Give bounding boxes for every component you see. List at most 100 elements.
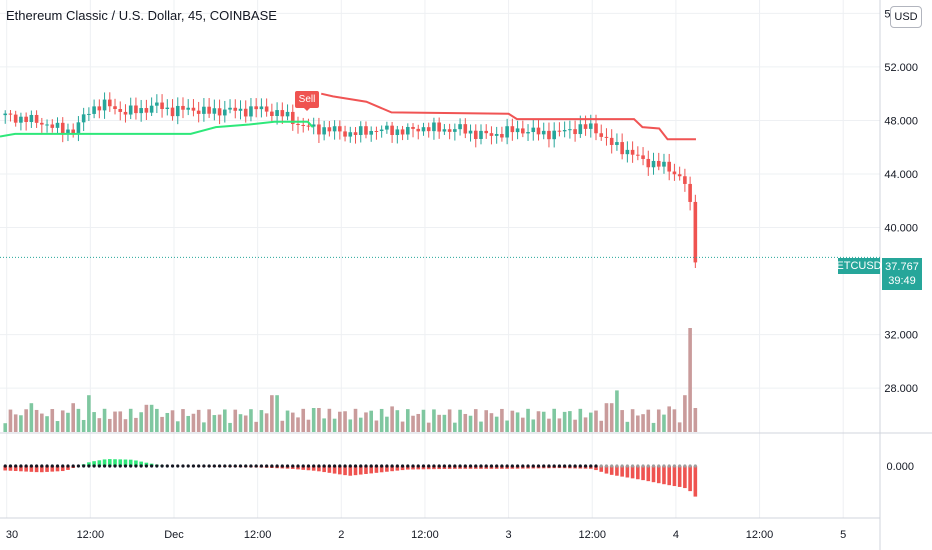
zero-cross-dot: [285, 464, 290, 468]
candle-body: [238, 108, 243, 111]
zero-cross-dot: [76, 464, 81, 468]
volume-bar: [588, 412, 593, 432]
volume-bar: [693, 408, 698, 432]
oscillator-bar: [405, 466, 410, 470]
y-tick-label: 44.000: [884, 169, 918, 181]
zero-cross-dot: [71, 464, 75, 468]
volume-bar: [66, 412, 70, 432]
volume-bar: [609, 403, 614, 432]
candle-body: [212, 108, 217, 114]
candle-body: [170, 107, 175, 117]
candle-body: [521, 128, 525, 134]
zero-cross-dot: [678, 464, 682, 468]
oscillator-bar: [311, 466, 316, 471]
volume-bar: [405, 409, 410, 432]
y-tick-label: 28.000: [884, 383, 918, 395]
candle-body: [547, 130, 551, 140]
x-tick-label: 4: [673, 529, 679, 541]
volume-bar: [437, 414, 441, 432]
volume-bar: [615, 390, 619, 432]
oscillator-bar: [55, 466, 60, 472]
volume-bar: [489, 413, 494, 432]
candle-body: [390, 125, 394, 135]
x-tick-label: 2: [338, 529, 344, 541]
candle-body: [107, 99, 112, 107]
volume-bar: [186, 415, 191, 432]
x-tick-label: 12:00: [411, 529, 439, 541]
volume-bar: [3, 423, 8, 432]
volume-bar: [500, 408, 504, 432]
volume-bar: [233, 409, 238, 432]
candle-body: [578, 124, 583, 135]
candle-body: [40, 122, 44, 125]
oscillator-bar: [594, 466, 598, 471]
zero-cross-dot: [108, 464, 112, 468]
volume-bar: [306, 419, 311, 432]
volume-bar: [662, 414, 666, 432]
zero-cross-dot: [165, 464, 169, 468]
volume-bar: [24, 409, 28, 432]
candle-body: [66, 129, 70, 134]
volume-bar: [128, 408, 133, 432]
volume-bar: [594, 410, 598, 432]
candle-body: [249, 106, 253, 117]
oscillator-bar: [636, 466, 640, 480]
volume-bar: [442, 414, 447, 432]
zero-cross-dot: [280, 464, 284, 468]
oscillator-bar: [134, 460, 138, 466]
candle-body: [541, 130, 546, 135]
zero-cross-dot: [515, 464, 520, 468]
candle-body: [364, 126, 368, 135]
volume-bar: [202, 422, 206, 432]
oscillator-bar: [672, 466, 677, 487]
volume-bar: [369, 410, 373, 432]
volume-bar: [573, 419, 577, 432]
oscillator-bar: [651, 466, 656, 483]
volume-bar: [651, 422, 656, 432]
zero-cross-dot: [301, 464, 305, 468]
last-price-badge: 37.767 39:49: [882, 258, 922, 290]
volume-bar: [76, 408, 81, 432]
volume-bar: [207, 409, 211, 432]
zero-cross-dot: [395, 464, 399, 468]
candle-body: [3, 113, 8, 116]
candle-body: [432, 122, 436, 132]
volume-bar: [332, 418, 337, 432]
oscillator-bar: [416, 466, 421, 470]
zero-cross-dot: [411, 464, 415, 468]
volume-bar: [191, 413, 196, 432]
volume-bar: [494, 416, 499, 432]
volume-bar: [395, 410, 400, 432]
zero-cross-dot: [495, 464, 499, 468]
currency-button[interactable]: USD: [890, 6, 922, 28]
zero-cross-dot: [155, 464, 159, 468]
zero-cross-dot: [223, 464, 227, 468]
oscillator-bar: [599, 466, 604, 472]
oscillator-bar: [683, 466, 687, 489]
zero-cross-dot: [275, 464, 279, 468]
oscillator-bar: [118, 459, 123, 466]
volume-bar: [134, 417, 138, 432]
zero-cross-dot: [688, 464, 692, 468]
volume-bar: [170, 410, 175, 432]
candle-body: [636, 154, 640, 156]
candle-body: [526, 132, 530, 134]
candle-body: [348, 132, 353, 137]
volume-bar: [547, 418, 551, 432]
volume-bar: [92, 412, 96, 432]
zero-cross-dot: [212, 464, 216, 468]
candle-body: [426, 127, 431, 132]
zero-cross-dot: [181, 464, 185, 468]
y-tick-label: 48.000: [884, 115, 918, 127]
oscillator-bar: [301, 466, 306, 470]
candle-body: [343, 131, 347, 137]
candle-body: [615, 142, 619, 145]
zero-cross-dot: [322, 464, 326, 468]
candle-body: [515, 128, 520, 133]
oscillator-bar: [411, 466, 415, 470]
zero-cross-dot: [505, 464, 509, 468]
zero-cross-dot: [468, 464, 473, 468]
volume-bar: [390, 406, 394, 432]
zero-cross-dot: [233, 464, 237, 468]
